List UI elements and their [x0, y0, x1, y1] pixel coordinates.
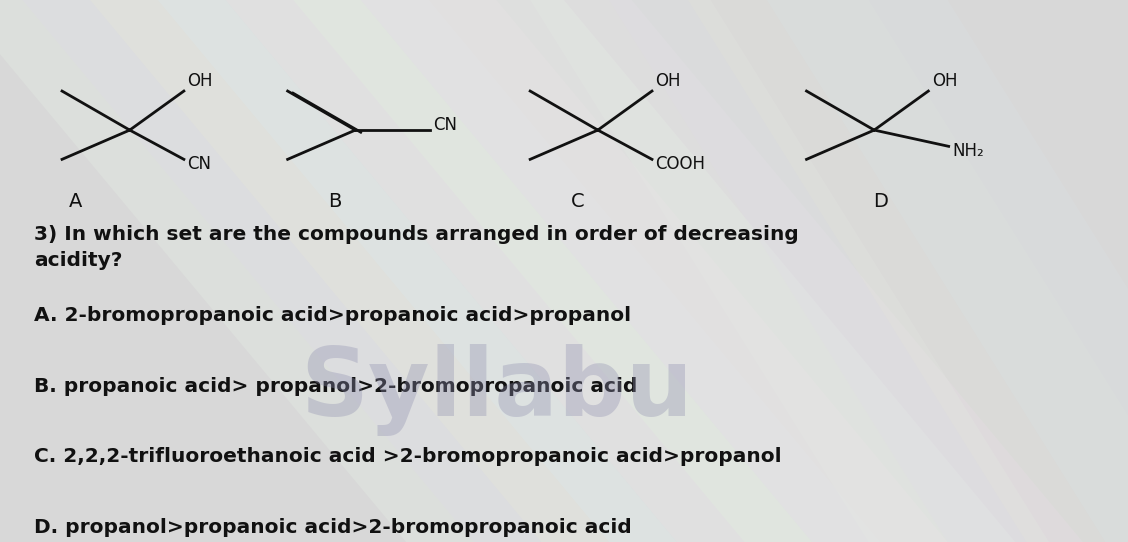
- Polygon shape: [226, 0, 948, 542]
- Text: A: A: [69, 192, 82, 211]
- Polygon shape: [361, 0, 1083, 542]
- Text: OH: OH: [655, 72, 681, 91]
- Text: 3) In which set are the compounds arranged in order of decreasing
acidity?: 3) In which set are the compounds arrang…: [34, 225, 799, 270]
- Text: C. 2,2,2-trifluoroethanoic acid >2-bromopropanoic acid>propanol: C. 2,2,2-trifluoroethanoic acid >2-bromo…: [34, 447, 782, 466]
- Text: Syllabu: Syllabu: [300, 344, 693, 436]
- Text: COOH: COOH: [655, 155, 705, 173]
- Polygon shape: [609, 0, 1128, 542]
- Polygon shape: [158, 0, 880, 542]
- Polygon shape: [688, 0, 1128, 542]
- Text: D: D: [873, 192, 889, 211]
- Text: CN: CN: [187, 155, 211, 173]
- Text: OH: OH: [932, 72, 958, 91]
- Polygon shape: [767, 0, 1128, 542]
- Polygon shape: [0, 0, 677, 542]
- Text: B: B: [328, 192, 342, 211]
- Text: C: C: [571, 192, 584, 211]
- Text: CN: CN: [433, 116, 457, 134]
- Text: D. propanol>propanoic acid>2-bromopropanoic acid: D. propanol>propanoic acid>2-bromopropan…: [34, 518, 632, 537]
- Text: A. 2-bromopropanoic acid>propanoic acid>propanol: A. 2-bromopropanoic acid>propanoic acid>…: [34, 306, 631, 325]
- Polygon shape: [530, 0, 1049, 542]
- Polygon shape: [90, 0, 812, 542]
- Polygon shape: [293, 0, 1015, 542]
- Text: NH₂: NH₂: [952, 142, 984, 160]
- Text: B. propanoic acid> propanol>2-bromopropanoic acid: B. propanoic acid> propanol>2-bromopropa…: [34, 377, 637, 396]
- Text: OH: OH: [187, 72, 213, 91]
- Polygon shape: [23, 0, 744, 542]
